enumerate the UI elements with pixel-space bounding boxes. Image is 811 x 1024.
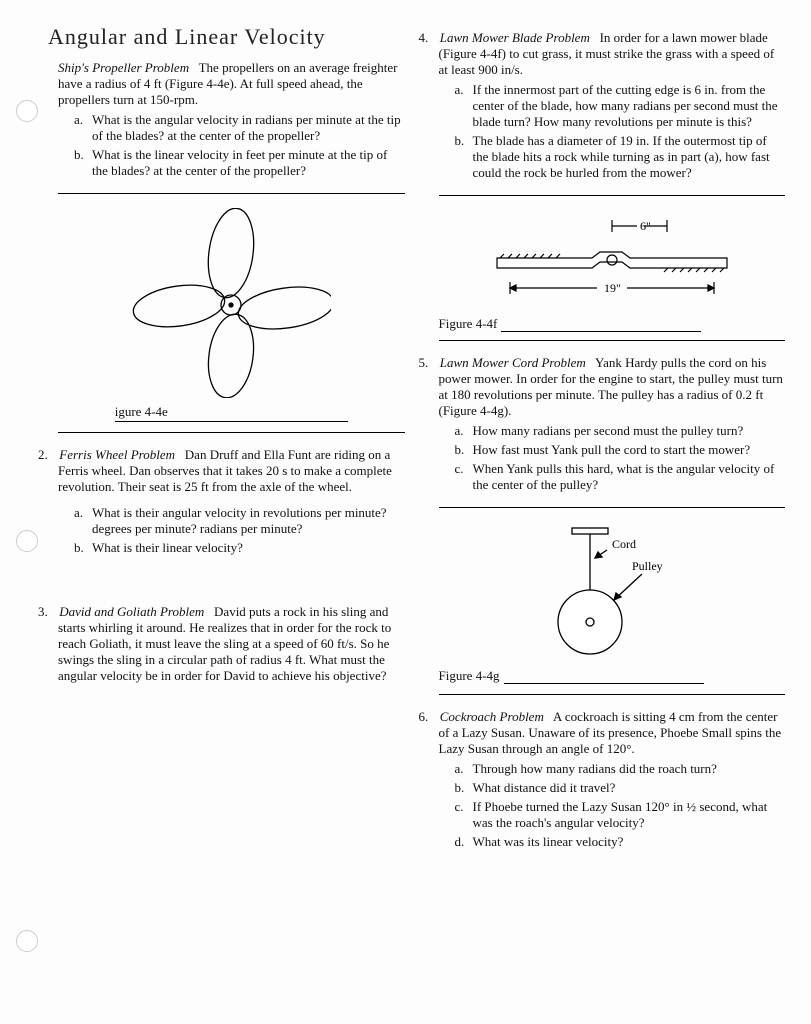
problem-number: 3.: [38, 604, 56, 620]
sub-item-b: b. What is their linear velocity?: [74, 540, 405, 556]
problem-number: 4.: [419, 30, 437, 46]
sub-letter: c.: [455, 799, 473, 831]
sub-letter: a.: [455, 761, 473, 777]
sub-text: What distance did it travel?: [473, 780, 786, 796]
figure-label: Figure 4-4g: [439, 668, 786, 684]
sub-item-a: a. What is the angular velocity in radia…: [74, 112, 405, 144]
divider: [439, 507, 786, 508]
sub-item-c: c. When Yank pulls this hard, what is th…: [455, 461, 786, 493]
propeller-icon: [131, 208, 331, 398]
divider: [439, 195, 786, 196]
sub-letter: b.: [455, 780, 473, 796]
figure-label: Figure 4-4f: [439, 316, 786, 332]
sub-text: What is their linear velocity?: [92, 540, 405, 556]
punch-hole: [16, 930, 38, 952]
two-column-layout: Ship's Propeller Problem The propellers …: [58, 60, 785, 864]
sub-item-a: a. How many radians per second must the …: [455, 423, 786, 439]
punch-hole: [16, 100, 38, 122]
left-column: Ship's Propeller Problem The propellers …: [58, 60, 405, 864]
problem-1: Ship's Propeller Problem The propellers …: [58, 60, 405, 179]
sub-letter: b.: [455, 133, 473, 181]
sub-text: How fast must Yank pull the cord to star…: [473, 442, 786, 458]
problem-number: 2.: [38, 447, 56, 463]
problem-5: 5. Lawn Mower Cord Problem Yank Hardy pu…: [439, 355, 786, 493]
sub-letter: b.: [455, 442, 473, 458]
sub-letter: b.: [74, 540, 92, 556]
sub-item-b: b. How fast must Yank pull the cord to s…: [455, 442, 786, 458]
sub-letter: a.: [74, 505, 92, 537]
sub-letter: a.: [455, 82, 473, 130]
divider: [58, 193, 405, 194]
sub-item-d: d. What was its linear velocity?: [455, 834, 786, 850]
figure-label: igure 4-4e: [58, 398, 405, 422]
sub-text: What is the angular velocity in radians …: [92, 112, 405, 144]
mower-blade-icon: 6" 19": [482, 210, 742, 310]
problem-2: 2. Ferris Wheel Problem Dan Druff and El…: [58, 447, 405, 556]
problem-title: Ship's Propeller Problem: [58, 60, 189, 75]
sub-text: If Phoebe turned the Lazy Susan 120° in …: [473, 799, 786, 831]
dim-19: 19": [604, 281, 621, 295]
figure-4-4e: igure 4-4e: [58, 208, 405, 422]
cord-label: Cord: [612, 537, 636, 551]
problem-title: Ferris Wheel Problem: [59, 447, 175, 462]
problem-title: Cockroach Problem: [440, 709, 544, 724]
pulley-icon: Cord Pulley: [502, 522, 722, 662]
sub-item-a: a. What is their angular velocity in rev…: [74, 505, 405, 537]
sub-item-c: c. If Phoebe turned the Lazy Susan 120° …: [455, 799, 786, 831]
punch-hole: [16, 530, 38, 552]
dim-6: 6": [640, 219, 651, 233]
sub-letter: b.: [74, 147, 92, 179]
sub-item-b: b. What distance did it travel?: [455, 780, 786, 796]
sub-text: What is the linear velocity in feet per …: [92, 147, 405, 179]
figure-4-4f: 6" 19" Figure 4-4f: [439, 210, 786, 332]
pulley-label: Pulley: [632, 559, 663, 573]
sub-text: When Yank pulls this hard, what is the a…: [473, 461, 786, 493]
sub-letter: a.: [455, 423, 473, 439]
sub-text: What is their angular velocity in revolu…: [92, 505, 405, 537]
figure-4-4g: Cord Pulley Figure 4-4g: [439, 522, 786, 684]
problem-number: 6.: [419, 709, 437, 725]
sub-item-a: a. If the innermost part of the cutting …: [455, 82, 786, 130]
divider: [58, 432, 405, 433]
right-column: 4. Lawn Mower Blade Problem In order for…: [439, 60, 786, 864]
sub-item-b: b. What is the linear velocity in feet p…: [74, 147, 405, 179]
problem-title: David and Goliath Problem: [59, 604, 204, 619]
sub-item-b: b. The blade has a diameter of 19 in. If…: [455, 133, 786, 181]
problem-title: Lawn Mower Blade Problem: [440, 30, 590, 45]
sub-letter: a.: [74, 112, 92, 144]
problem-4: 4. Lawn Mower Blade Problem In order for…: [439, 30, 786, 181]
sub-item-a: a. Through how many radians did the roac…: [455, 761, 786, 777]
problem-number: 5.: [419, 355, 437, 371]
sub-text: If the innermost part of the cutting edg…: [473, 82, 786, 130]
problem-3: 3. David and Goliath Problem David puts …: [58, 604, 405, 684]
divider: [439, 694, 786, 695]
sub-text: How many radians per second must the pul…: [473, 423, 786, 439]
sub-text: What was its linear velocity?: [473, 834, 786, 850]
sub-text: The blade has a diameter of 19 in. If th…: [473, 133, 786, 181]
divider: [439, 340, 786, 341]
sub-letter: d.: [455, 834, 473, 850]
problem-title: Lawn Mower Cord Problem: [440, 355, 586, 370]
sub-text: Through how many radians did the roach t…: [473, 761, 786, 777]
sub-letter: c.: [455, 461, 473, 493]
problem-6: 6. Cockroach Problem A cockroach is sitt…: [439, 709, 786, 850]
